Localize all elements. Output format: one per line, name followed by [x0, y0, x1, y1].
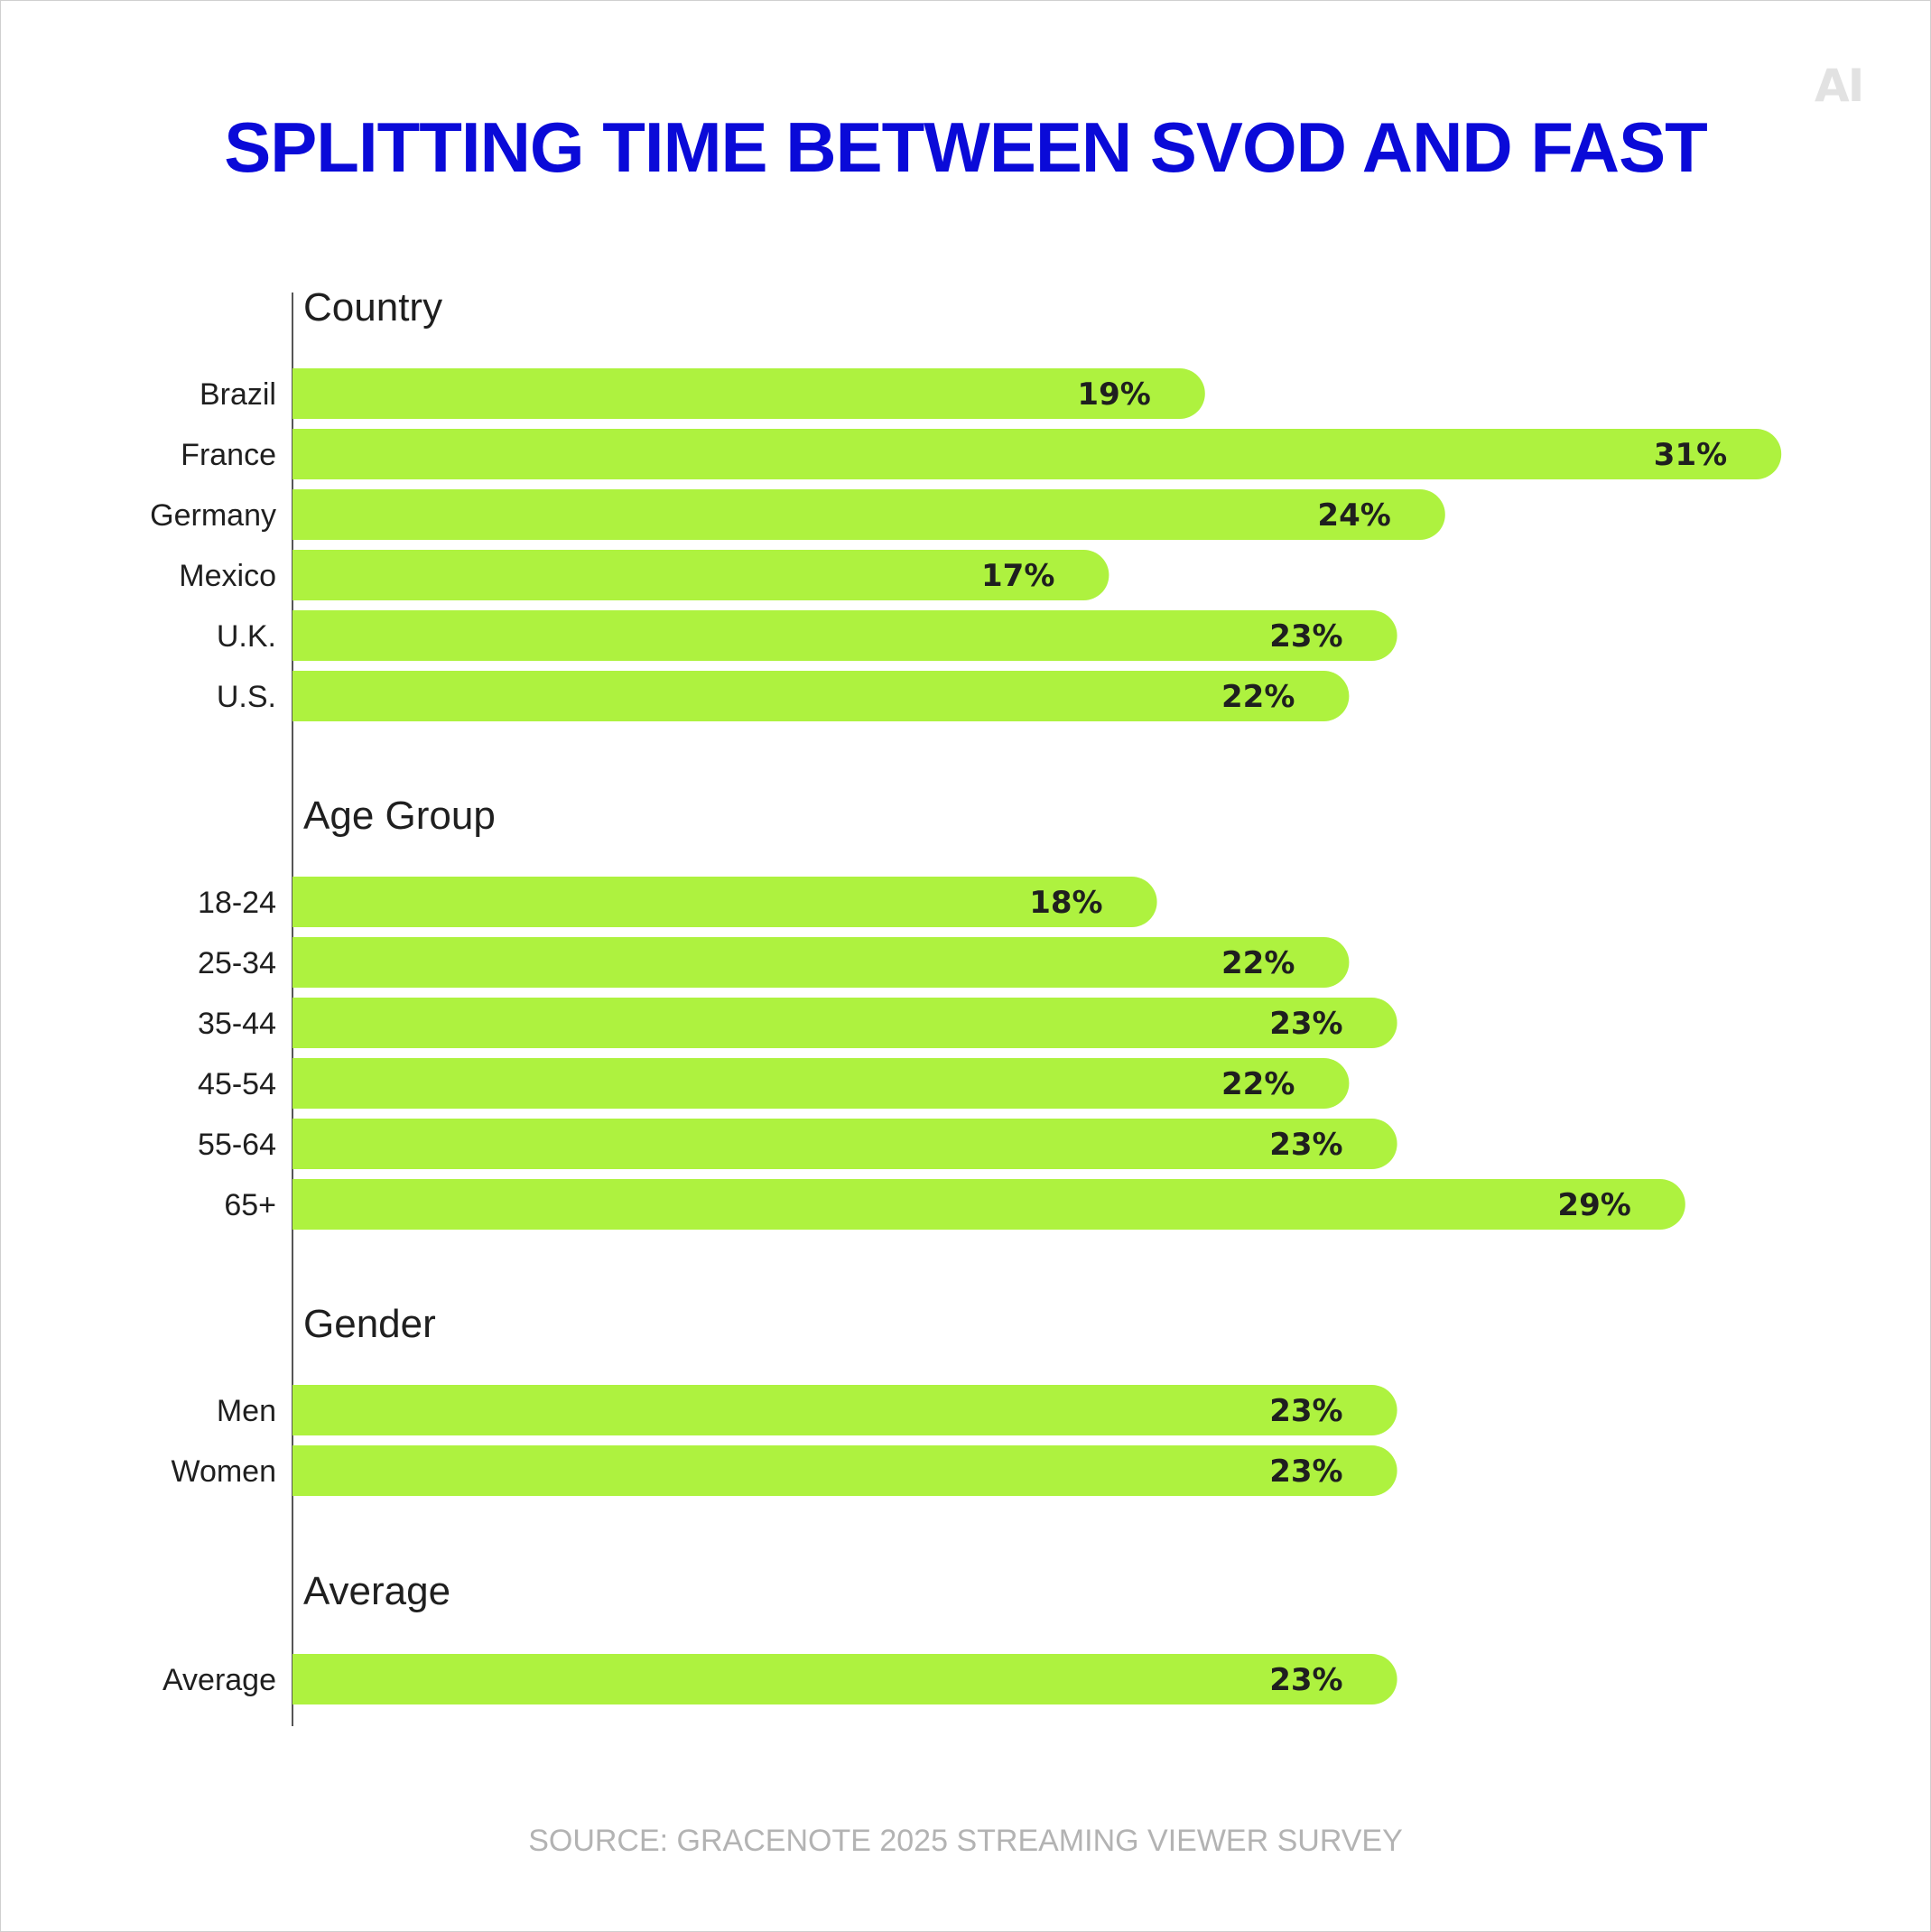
category-label: 35-44	[198, 1007, 276, 1041]
bar	[292, 550, 1109, 600]
category-label: 25-34	[198, 946, 276, 980]
bar	[292, 1385, 1397, 1435]
category-label: Brazil	[200, 377, 276, 412]
bar	[292, 1179, 1685, 1230]
value-label: 24%	[1317, 497, 1390, 534]
category-label: 45-54	[198, 1067, 276, 1101]
category-label: Average	[162, 1663, 276, 1697]
bar	[292, 937, 1350, 988]
value-label: 23%	[1269, 1454, 1342, 1490]
value-label: 31%	[1654, 437, 1727, 473]
bar	[292, 998, 1397, 1048]
bar	[292, 671, 1350, 721]
category-label: 18-24	[198, 886, 276, 920]
category-label: 55-64	[198, 1128, 276, 1162]
bar	[292, 877, 1157, 927]
source-note: SOURCE: GRACENOTE 2025 STREAMING VIEWER …	[528, 1824, 1403, 1858]
bar	[292, 489, 1445, 540]
value-label: 17%	[981, 558, 1054, 594]
category-label: France	[181, 438, 276, 472]
chart-title: SPLITTING TIME BETWEEN SVOD AND FAST	[224, 107, 1708, 187]
value-label: 19%	[1077, 376, 1150, 413]
group-header: Average	[303, 1569, 450, 1613]
value-label: 23%	[1269, 1006, 1342, 1042]
category-label: Germany	[150, 498, 276, 533]
group-header: Age Group	[303, 794, 496, 838]
value-label: 23%	[1269, 618, 1342, 655]
bar	[292, 610, 1397, 661]
value-label: 23%	[1269, 1127, 1342, 1163]
bar	[292, 1654, 1397, 1704]
value-label: 23%	[1269, 1393, 1342, 1429]
bar	[292, 1119, 1397, 1169]
category-label: Women	[171, 1454, 276, 1489]
value-label: 23%	[1269, 1662, 1342, 1698]
category-label: Mexico	[179, 559, 276, 593]
value-label: 29%	[1557, 1187, 1630, 1223]
brand-logo: AI	[1815, 60, 1864, 112]
category-label: U.S.	[217, 680, 276, 714]
value-label: 22%	[1221, 679, 1295, 715]
category-label: 65+	[224, 1188, 276, 1222]
group-header: Gender	[303, 1302, 436, 1346]
category-label: Men	[217, 1394, 276, 1428]
bar	[292, 368, 1205, 420]
value-label: 18%	[1029, 885, 1102, 921]
group-header: Country	[303, 285, 442, 330]
category-label: U.K.	[217, 619, 276, 654]
bar	[292, 429, 1782, 479]
bar	[292, 1445, 1397, 1496]
bar	[292, 1058, 1350, 1109]
value-label: 22%	[1221, 1066, 1295, 1102]
value-label: 22%	[1221, 945, 1295, 981]
